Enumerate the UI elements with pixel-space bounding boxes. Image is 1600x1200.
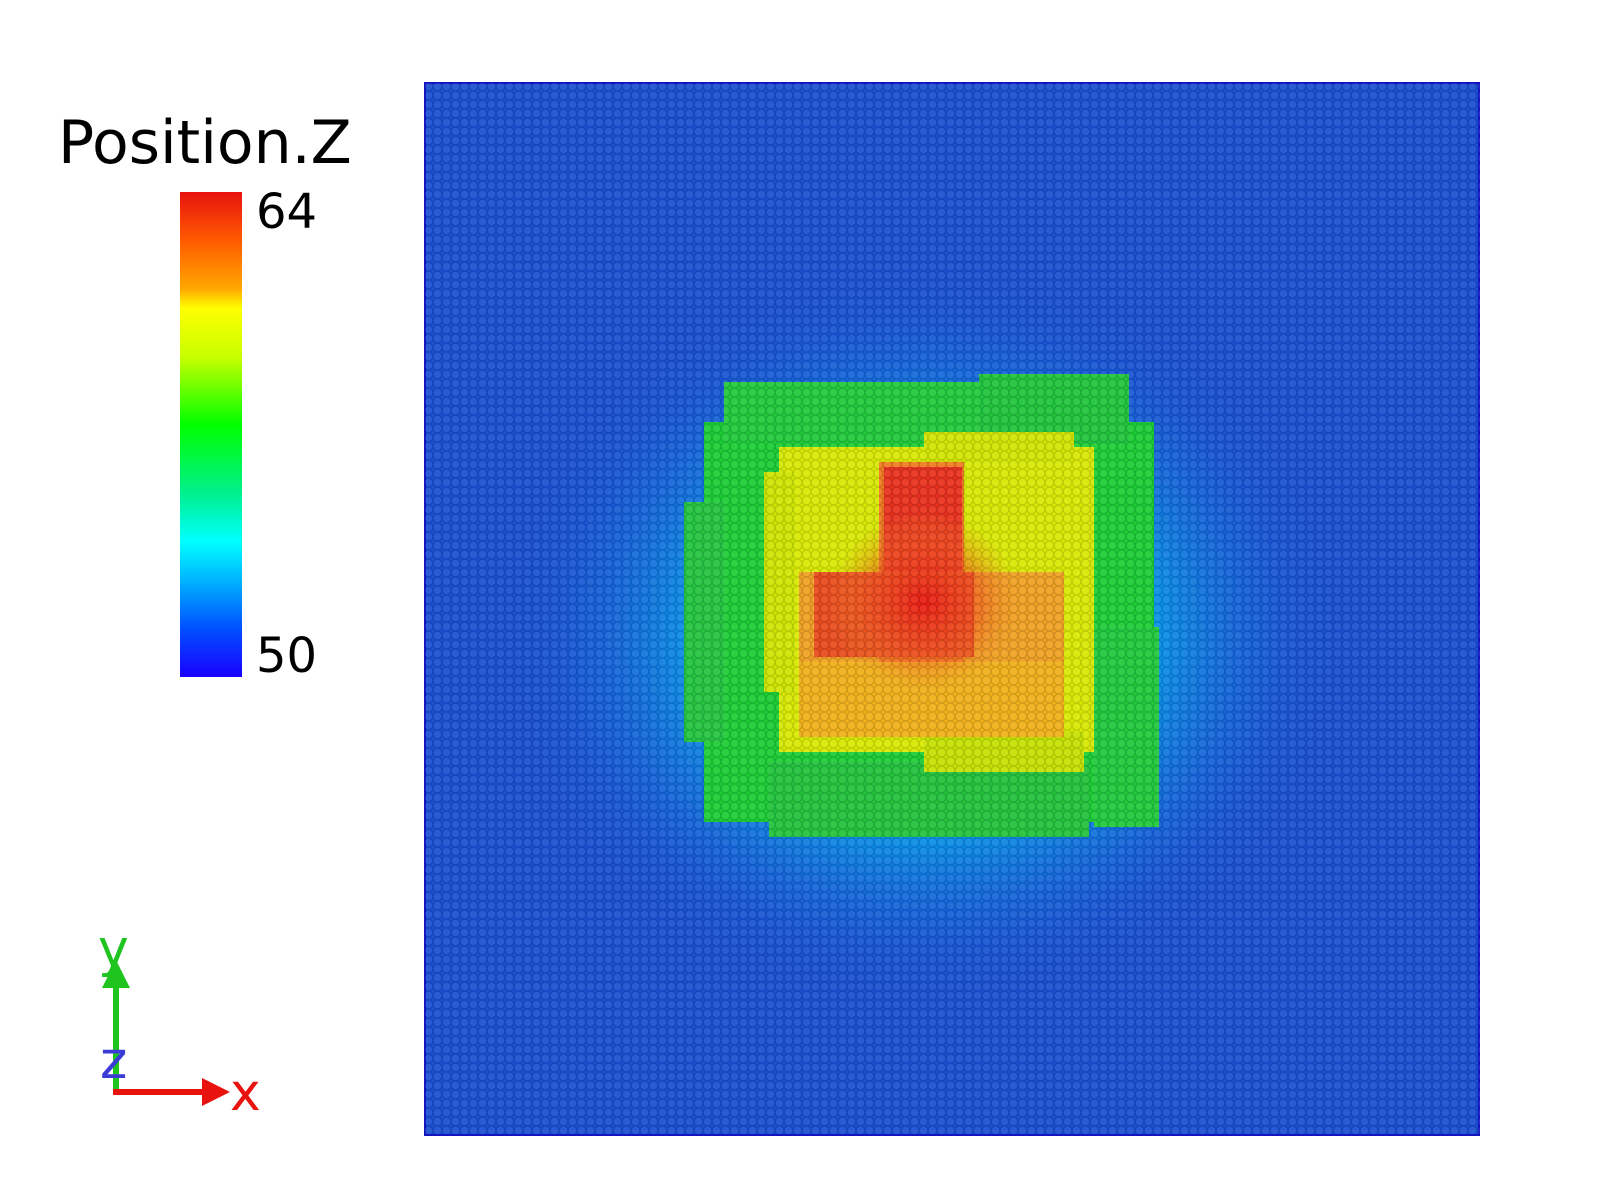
colorbar-min-label: 50 bbox=[256, 628, 318, 684]
position-z-colorbar bbox=[180, 192, 242, 677]
position-z-legend-title: Position.Z bbox=[58, 108, 352, 178]
x-axis-arrowhead bbox=[202, 1078, 230, 1106]
z-axis-label: z bbox=[100, 1031, 127, 1091]
y-axis-label: y bbox=[98, 919, 129, 979]
x-axis-label: x bbox=[230, 1063, 261, 1123]
atom-dot-texture bbox=[424, 82, 1480, 1136]
colorbar-max-label: 64 bbox=[256, 184, 318, 240]
atom-lattice-render bbox=[424, 82, 1480, 1136]
axes-tripod: y z x bbox=[98, 919, 261, 1123]
y-axis-arrowhead bbox=[102, 960, 130, 988]
